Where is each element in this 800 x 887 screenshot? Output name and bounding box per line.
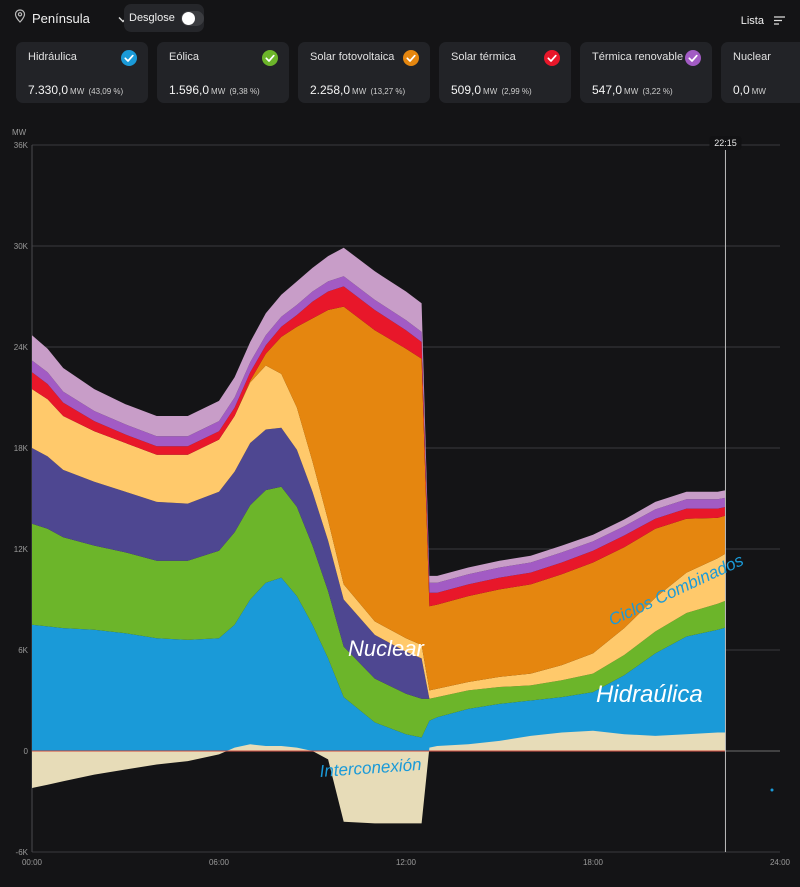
card-value-unit: MW: [70, 87, 85, 96]
y-tick-label: 0: [24, 747, 29, 756]
generation-chart: -6K 0 6K 12K 18K 24K 30K 36K MW 00:00 06:00 12:00 18…: [12, 128, 791, 867]
card-value-unit: MW: [751, 87, 766, 96]
series-area-3: [32, 365, 726, 699]
chart-annotation: Hidraúlica: [596, 681, 703, 708]
card-value-number: 1.596,0: [169, 83, 210, 97]
top-bar: Península Desglose Lista: [0, 0, 800, 38]
card-value: 2.258,0 MW (13,27 %): [310, 81, 405, 99]
card-value: 0,0 MW: [733, 81, 766, 99]
card-value-number: 2.258,0: [310, 83, 351, 97]
y-tick-label: 18K: [14, 444, 29, 453]
card-value-number: 509,0: [451, 83, 482, 97]
list-label: Lista: [740, 15, 764, 27]
series-area-1: [32, 486, 726, 738]
series-area-0: [32, 577, 726, 751]
time-cursor-badge: [709, 136, 742, 150]
breakdown-label: Desglose: [129, 12, 175, 24]
breakdown-switch[interactable]: [180, 10, 204, 26]
y-tick-label: 6K: [18, 646, 28, 655]
list-icon: [774, 12, 786, 30]
x-tick-label: 12:00: [396, 858, 417, 867]
card-title: Térmica renovable: [592, 51, 684, 63]
card-value: 547,0 MW (3,22 %): [592, 81, 673, 99]
card-title: Nuclear: [733, 51, 771, 63]
dot-marker: [770, 788, 774, 792]
x-tick-label: 00:00: [22, 858, 43, 867]
y-tick-label: 30K: [14, 242, 29, 251]
y-tick-label: 12K: [14, 545, 29, 554]
breakdown-toggle[interactable]: Desglose: [124, 4, 204, 32]
y-tick-label: -6K: [16, 848, 29, 857]
card-value-number: 547,0: [592, 83, 623, 97]
y-axis-title: MW: [12, 128, 27, 137]
chart-annotation: Nuclear: [348, 636, 425, 661]
source-card[interactable]: Eólica 1.596,0 MW (9,38 %): [157, 42, 289, 103]
switch-knob: [181, 11, 195, 25]
source-card[interactable]: Solar térmica 509,0 MW (2,99 %): [439, 42, 571, 103]
card-value-number: 0,0: [733, 83, 750, 97]
card-value-percent: (9,38 %): [227, 87, 260, 96]
card-value-percent: (2,99 %): [499, 87, 532, 96]
card-value: 7.330,0 MW (43,09 %): [28, 81, 123, 99]
source-cards: Hidráulica 7.330,0 MW (43,09 %) Eólica 1.596…: [16, 42, 800, 104]
region-name: Península: [32, 11, 90, 26]
check-icon[interactable]: [403, 50, 419, 66]
check-icon[interactable]: [685, 50, 701, 66]
y-tick-label: 24K: [14, 343, 29, 352]
card-value: 509,0 MW (2,99 %): [451, 81, 532, 99]
source-card[interactable]: Hidráulica 7.330,0 MW (43,09 %): [16, 42, 148, 103]
check-icon[interactable]: [544, 50, 560, 66]
region-selector[interactable]: Península: [14, 9, 128, 28]
x-tick-label: 18:00: [583, 858, 604, 867]
y-tick-label: 36K: [14, 141, 29, 150]
interconnection-area: [32, 730, 726, 824]
card-title: Solar fotovoltaica: [310, 51, 395, 63]
card-value-percent: (13,27 %): [368, 87, 406, 96]
card-value-unit: MW: [624, 87, 639, 96]
card-value-percent: (43,09 %): [86, 87, 124, 96]
card-title: Solar térmica: [451, 51, 516, 63]
location-pin-icon: [14, 9, 26, 28]
card-title: Eólica: [169, 51, 199, 63]
x-tick-label: 06:00: [209, 858, 230, 867]
card-value-unit: MW: [352, 87, 367, 96]
check-icon[interactable]: [121, 50, 137, 66]
card-value-unit: MW: [211, 87, 226, 96]
series-area-4: [32, 306, 726, 691]
card-value-number: 7.330,0: [28, 83, 69, 97]
source-card[interactable]: Nuclear 0,0 MW: [721, 42, 800, 103]
x-tick-label: 24:00: [770, 858, 791, 867]
card-value: 1.596,0 MW (9,38 %): [169, 81, 260, 99]
series-area-2: [32, 427, 726, 699]
source-card[interactable]: Térmica renovable 547,0 MW (3,22 %): [580, 42, 712, 103]
check-icon[interactable]: [262, 50, 278, 66]
card-value-percent: (3,22 %): [640, 87, 673, 96]
card-value-unit: MW: [483, 87, 498, 96]
card-title: Hidráulica: [28, 51, 77, 63]
source-card[interactable]: Solar fotovoltaica 2.258,0 MW (13,27 %): [298, 42, 430, 103]
list-view-button[interactable]: Lista: [741, 12, 786, 30]
time-cursor-label: 22:15: [714, 138, 737, 148]
